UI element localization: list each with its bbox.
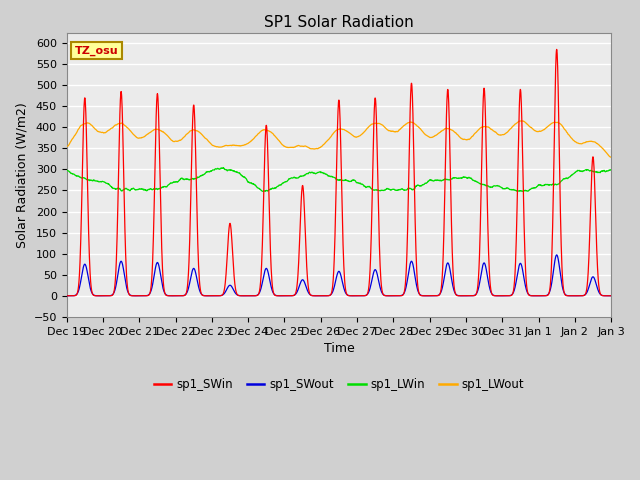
Legend: sp1_SWin, sp1_SWout, sp1_LWin, sp1_LWout: sp1_SWin, sp1_SWout, sp1_LWin, sp1_LWout <box>149 374 529 396</box>
X-axis label: Time: Time <box>323 342 355 355</box>
Y-axis label: Solar Radiation (W/m2): Solar Radiation (W/m2) <box>15 102 28 248</box>
Text: TZ_osu: TZ_osu <box>75 45 118 56</box>
Title: SP1 Solar Radiation: SP1 Solar Radiation <box>264 15 414 30</box>
